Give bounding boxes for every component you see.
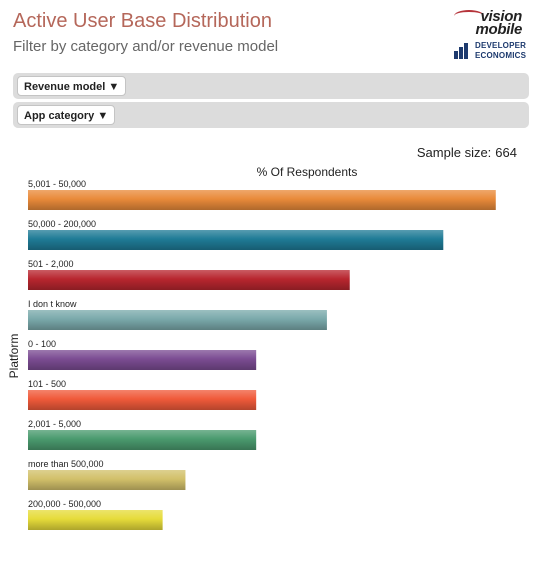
category-label: 501 - 2,000 [28,259,74,269]
bar[interactable] [28,230,444,250]
revenue-model-filter-bar: Revenue model ▼ [13,73,529,99]
bar[interactable] [28,270,350,290]
developer-economics-logo-text-1: DEVELOPER [475,41,527,50]
developer-economics-logo-text-2: ECONOMICS [475,51,527,60]
bar-chart-icon [454,41,472,59]
bar[interactable] [28,190,496,210]
chart-title: % Of Respondents [257,165,358,179]
category-label: 5,001 - 50,000 [28,179,86,189]
swoosh-icon [454,10,484,22]
category-label: I don t know [28,299,77,309]
app-category-filter-bar: App category ▼ [13,102,529,128]
revenue-model-dropdown[interactable]: Revenue model ▼ [17,76,127,96]
visionmobile-logo: vision mobile [448,8,526,38]
bar[interactable] [28,390,257,410]
app-category-dropdown[interactable]: App category ▼ [17,105,116,125]
category-label: 0 - 100 [28,339,56,349]
page-subtitle: Filter by category and/or revenue model [13,38,279,55]
visionmobile-logo-text-1: vision [480,8,522,25]
bar[interactable] [28,350,257,370]
page-title: Active User Base Distribution [13,10,272,32]
category-label: 50,000 - 200,000 [28,219,96,229]
bar[interactable] [28,430,257,450]
category-label: 101 - 500 [28,379,66,389]
visionmobile-logo-text-2: mobile [475,21,522,38]
category-label: 200,000 - 500,000 [28,499,101,509]
sample-size: Sample size: 664 [413,145,517,160]
bar[interactable] [28,470,186,490]
developer-economics-logo: DEVELOPER ECONOMICS [454,39,527,61]
bar[interactable] [28,310,327,330]
category-label: 2,001 - 5,000 [28,419,81,429]
sample-size-label: Sample size: [416,145,492,160]
bar[interactable] [28,510,163,530]
y-axis-label: Platform [7,334,21,379]
category-label: more than 500,000 [28,459,104,469]
sample-size-value: 664 [495,145,517,160]
